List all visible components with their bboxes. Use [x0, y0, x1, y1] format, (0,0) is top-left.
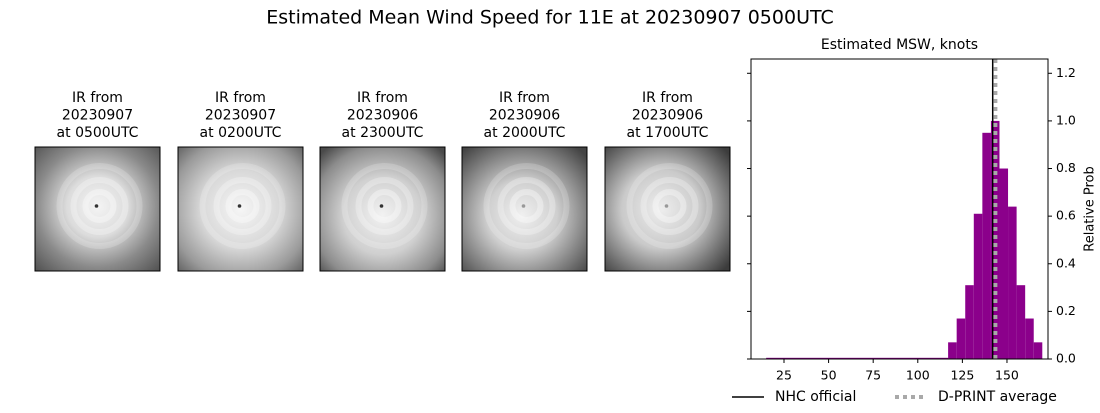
bar — [1025, 318, 1034, 359]
bar — [973, 213, 983, 359]
figure-title: Estimated Mean Wind Speed for 11E at 202… — [266, 7, 834, 29]
legend-label: D-PRINT average — [938, 389, 1057, 405]
panel-caption: 20230906 — [347, 108, 418, 124]
cloud-band — [367, 189, 402, 223]
x-tick-label: 75 — [865, 368, 881, 383]
cloud-band — [56, 163, 143, 249]
cloud-band — [70, 177, 129, 235]
cloud-band — [82, 189, 117, 223]
x-tick-label: 50 — [821, 368, 837, 383]
panel-caption: IR from — [642, 90, 693, 106]
storm-eye — [237, 204, 242, 208]
ir-image — [177, 146, 304, 272]
chart-title: Estimated MSW, knots — [821, 37, 978, 53]
panel-caption: at 2000UTC — [484, 125, 566, 141]
panel-caption: 20230906 — [489, 108, 560, 124]
panel-caption: at 1700UTC — [627, 125, 709, 141]
storm-eye — [94, 204, 99, 208]
cloud-band — [483, 163, 570, 249]
bar — [766, 357, 949, 359]
bar — [965, 285, 974, 359]
cloud-band — [626, 163, 713, 249]
storm-eye — [379, 204, 384, 208]
histogram: NHC official D-PRINT average 25 50 75 100 125 1… — [732, 37, 1098, 405]
bar — [990, 120, 1000, 360]
cloud-band — [225, 189, 260, 223]
panel-caption: IR from — [499, 90, 550, 106]
y-tick-label: 0.8 — [1056, 160, 1076, 175]
panel-caption: at 0200UTC — [200, 125, 282, 141]
bar — [956, 318, 966, 359]
bar — [948, 342, 957, 359]
storm-eye — [521, 204, 526, 208]
y-tick-label: 1.0 — [1056, 112, 1076, 127]
y-tick-label: 0.2 — [1056, 303, 1076, 318]
x-tick-label: 25 — [776, 368, 792, 383]
cloud-band — [652, 189, 687, 223]
cloud-band — [509, 189, 544, 223]
legend-label: NHC official — [775, 389, 856, 405]
cloud-band — [355, 177, 414, 235]
bar — [1016, 285, 1026, 359]
panel-caption: 20230906 — [632, 108, 703, 124]
storm-eye — [664, 204, 669, 208]
y-axis-label: Relative Prob — [1083, 166, 1098, 251]
ir-image — [34, 146, 161, 272]
y-tick-label: 0.4 — [1056, 255, 1076, 270]
bar — [1033, 342, 1043, 359]
bar — [982, 132, 991, 359]
panel-caption: IR from — [72, 90, 123, 106]
x-tick-label: 100 — [906, 368, 930, 383]
panel-caption: at 0500UTC — [57, 125, 139, 141]
panel-caption: IR from — [215, 90, 266, 106]
x-tick-label: 150 — [995, 368, 1019, 383]
cloud-band — [640, 177, 699, 235]
cloud-band — [213, 177, 272, 235]
panel-caption: IR from — [357, 90, 408, 106]
y-tick-label: 1.2 — [1056, 65, 1076, 80]
cloud-band — [341, 163, 428, 249]
bar — [999, 168, 1009, 359]
panel-caption: 20230907 — [205, 108, 276, 124]
panel-caption: 20230907 — [62, 108, 133, 124]
y-tick-label: 0.0 — [1056, 351, 1076, 366]
cloud-band — [497, 177, 556, 235]
ir-image — [319, 146, 446, 272]
y-tick-label: 0.6 — [1056, 208, 1076, 223]
ir-image — [461, 146, 588, 272]
plot-frame — [750, 58, 1049, 360]
bar — [1008, 206, 1017, 359]
cloud-band — [199, 163, 286, 249]
panel-caption: at 2300UTC — [342, 125, 424, 141]
x-tick-label: 125 — [950, 368, 974, 383]
ir-image — [604, 146, 731, 272]
